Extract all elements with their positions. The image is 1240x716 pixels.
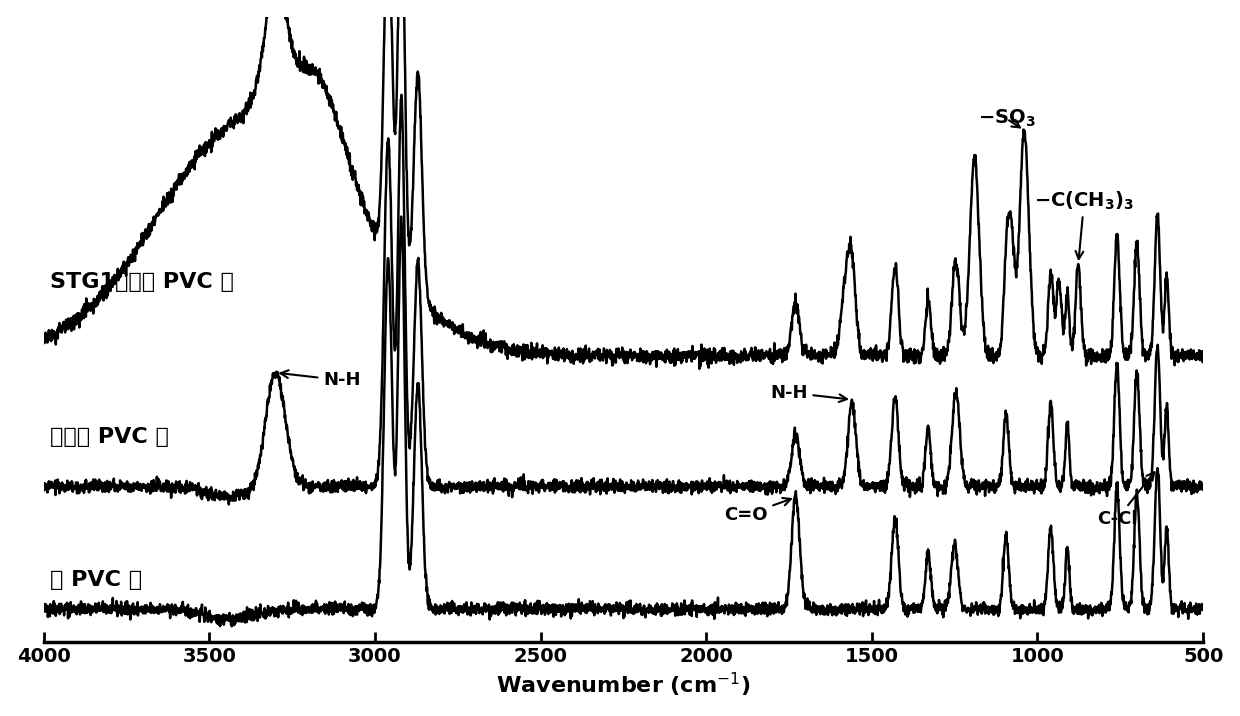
Text: N-H: N-H bbox=[770, 384, 847, 402]
Text: STG1修饰的 PVC 膜: STG1修饰的 PVC 膜 bbox=[50, 272, 234, 292]
Text: C-Cl: C-Cl bbox=[1096, 473, 1154, 528]
Text: 氨基化 PVC 膜: 氨基化 PVC 膜 bbox=[50, 427, 169, 448]
Text: 裸 PVC 膜: 裸 PVC 膜 bbox=[50, 571, 143, 591]
Text: $\mathbf{-C(CH_3)_3}$: $\mathbf{-C(CH_3)_3}$ bbox=[1034, 189, 1135, 259]
Text: N-H: N-H bbox=[280, 370, 361, 390]
X-axis label: Wavenumber (cm$^{-1}$): Wavenumber (cm$^{-1}$) bbox=[496, 671, 750, 700]
Text: $\mathbf{-SO_3}$: $\mathbf{-SO_3}$ bbox=[978, 108, 1035, 130]
Text: C=O: C=O bbox=[724, 498, 791, 524]
